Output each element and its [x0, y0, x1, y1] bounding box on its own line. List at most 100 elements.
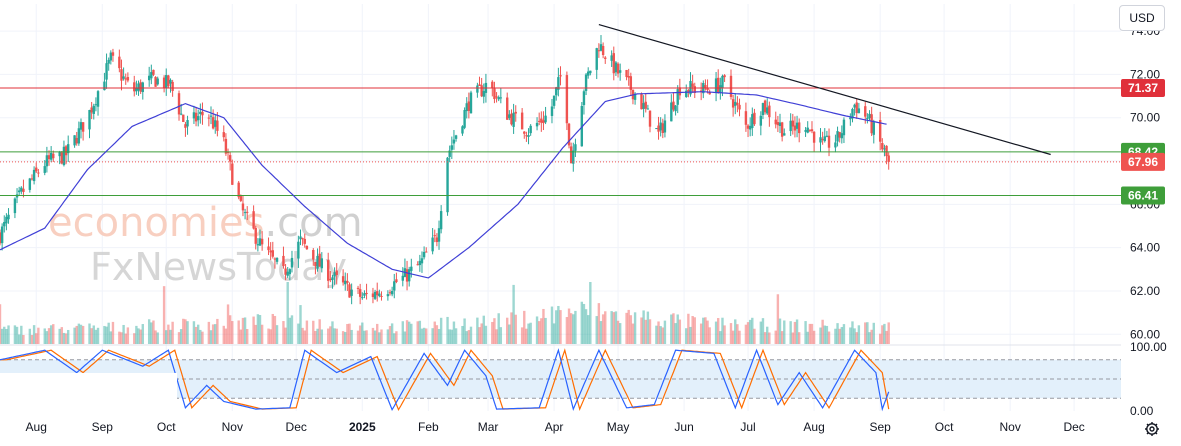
volume-bar — [687, 313, 690, 344]
candle-body — [864, 106, 867, 117]
volume-bar — [361, 322, 364, 344]
candle-body — [284, 268, 287, 275]
candle-body — [431, 237, 434, 252]
candle-body — [559, 75, 562, 77]
volume-bar — [378, 332, 381, 344]
candle-body — [228, 155, 232, 162]
volume-bar — [312, 320, 315, 344]
candle-body — [670, 102, 673, 122]
candle-body — [211, 117, 215, 129]
candle-body — [881, 143, 884, 150]
candle-body — [107, 59, 110, 64]
volume-bar — [868, 332, 871, 344]
volume-bar — [103, 325, 106, 344]
candle-body — [648, 110, 652, 127]
volume-bar — [329, 326, 332, 344]
volume-bar — [885, 330, 888, 344]
candle-body — [465, 103, 468, 112]
candle-body — [154, 76, 157, 87]
volume-bar — [540, 318, 543, 344]
volume-bar — [569, 313, 573, 344]
volume-bar — [177, 332, 181, 344]
candle-body — [629, 76, 633, 90]
volume-bar — [433, 321, 436, 344]
volume-bar — [135, 325, 138, 344]
volume-bar — [776, 294, 780, 344]
volume-bar — [819, 327, 822, 344]
candle-body — [177, 93, 181, 115]
volume-bar — [267, 328, 270, 344]
volume-bar — [514, 314, 517, 344]
watermark-line2: FxNewsToday — [90, 245, 347, 289]
price-tick-label: 60.00 — [1130, 327, 1160, 341]
candle-body — [312, 250, 315, 260]
volume-bar — [527, 323, 530, 344]
candle-body — [604, 57, 607, 59]
volume-bar — [499, 327, 503, 344]
volume-bar — [559, 310, 562, 344]
candle-body — [344, 280, 347, 285]
candle-body — [827, 135, 831, 148]
candle-body — [165, 75, 168, 89]
candle-body — [226, 151, 230, 154]
candle-body — [94, 104, 98, 106]
currency-selector[interactable]: USD — [1119, 5, 1165, 31]
candle-body — [260, 238, 264, 245]
trendline-line — [598, 23, 1051, 156]
candle-body — [804, 130, 807, 132]
candle-body — [497, 97, 500, 100]
candle-body — [587, 71, 590, 76]
candle-body — [542, 120, 545, 124]
volume-bar — [659, 326, 662, 344]
volume-bar — [706, 320, 709, 344]
volume-bar — [469, 326, 473, 344]
volume-bar — [365, 330, 368, 344]
volume-bar — [380, 329, 383, 344]
candle-body — [350, 289, 353, 296]
candle-body — [838, 132, 841, 138]
candle-body — [222, 132, 225, 138]
volume-bar — [393, 333, 396, 344]
candle-body — [386, 294, 390, 297]
candle-body — [527, 135, 530, 137]
volume-bar — [214, 324, 217, 344]
trendline[interactable] — [598, 23, 1051, 156]
volume-bar — [595, 316, 598, 344]
volume-bar — [209, 330, 213, 344]
candle-body — [768, 105, 771, 118]
volume-bar — [674, 323, 677, 344]
volume-bar — [43, 328, 46, 344]
volume-bar — [761, 318, 765, 344]
volume-bar — [840, 327, 844, 344]
candle-body — [346, 280, 349, 283]
volume-bar — [693, 317, 696, 344]
volume-bar — [580, 301, 584, 344]
candle-body — [529, 125, 532, 134]
candle-body — [753, 112, 756, 125]
volume-bar — [194, 326, 198, 344]
volume-bar — [288, 317, 292, 344]
candle-body — [393, 281, 396, 291]
time-tick-label: Mar — [478, 420, 499, 434]
volume-bar — [812, 330, 816, 344]
candle-body — [15, 194, 19, 198]
volume-bar — [663, 320, 667, 344]
volume-bar — [851, 321, 854, 344]
volume-bar — [407, 321, 411, 344]
volume-bar — [7, 325, 10, 344]
settings-button[interactable] — [1141, 418, 1163, 440]
candle-body — [214, 120, 217, 127]
volume-bar — [75, 325, 78, 344]
horizontal-levels[interactable] — [0, 87, 1121, 196]
candle-body — [437, 228, 441, 242]
volume-bar — [420, 328, 424, 344]
candle-body — [584, 74, 588, 91]
volume-bar — [30, 334, 34, 344]
candle-body — [736, 102, 739, 105]
candle-body — [565, 75, 569, 124]
candle-body — [793, 125, 797, 131]
level-tag-support-lower-label: 66.41 — [1128, 188, 1158, 202]
volume-bar — [318, 319, 321, 344]
price-tick-label: 64.00 — [1130, 241, 1160, 255]
